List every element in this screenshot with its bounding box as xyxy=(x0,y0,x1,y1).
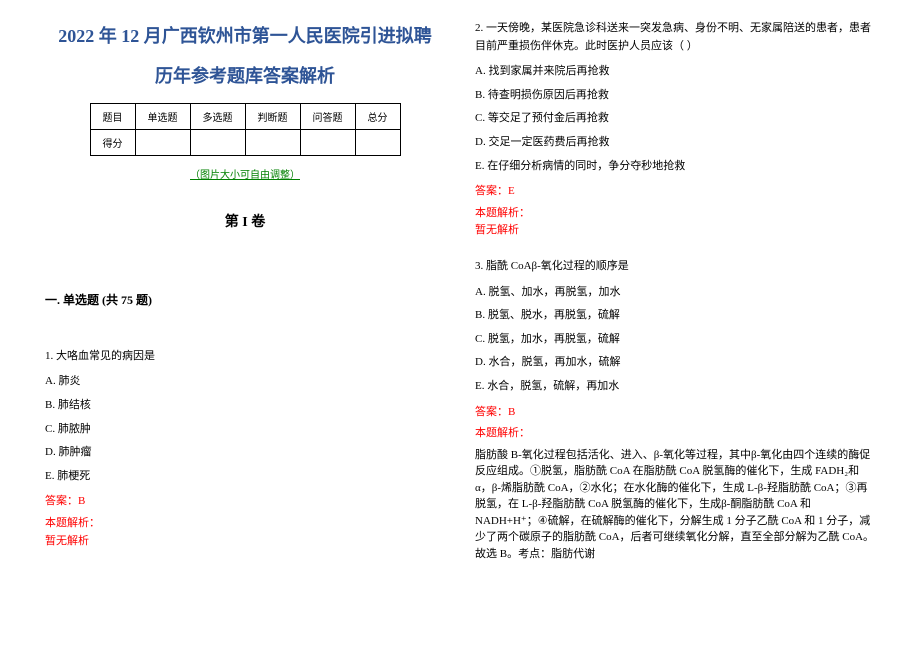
option: C. 脱氢，加水，再脱氢，硫解 xyxy=(475,331,875,349)
question-text: 1. 大咯血常见的病因是 xyxy=(45,348,445,366)
adjust-note: （图片大小可自由调整） xyxy=(45,166,445,181)
table-cell xyxy=(245,129,300,155)
option: D. 水合，脱氢，再加水，硫解 xyxy=(475,354,875,372)
option: C. 肺脓肿 xyxy=(45,421,445,439)
option: E. 在仔细分析病情的同时，争分夺秒地抢救 xyxy=(475,158,875,176)
option: A. 找到家属并来院后再抢救 xyxy=(475,63,875,81)
volume-title: 第 I 卷 xyxy=(45,211,445,231)
answer: 答案：E xyxy=(475,183,875,201)
answer: 答案：B xyxy=(475,404,875,422)
table-cell xyxy=(135,129,190,155)
option: E. 肺梗死 xyxy=(45,468,445,486)
analysis-body: 脂肪酸 B-氧化过程包括活化、进入、β-氧化等过程，其中β-氧化由四个连续的酶促… xyxy=(475,447,875,563)
analysis-text: 暂无解析 xyxy=(475,222,875,240)
table-header: 问答题 xyxy=(300,103,355,129)
option: B. 脱氢、脱水，再脱氢，硫解 xyxy=(475,307,875,325)
question-3: 3. 脂酰 CoAβ-氧化过程的顺序是 A. 脱氢、加水，再脱氢，加水 B. 脱… xyxy=(475,258,875,562)
question-text: 2. 一天傍晚，某医院急诊科送来一突发急病、身份不明、无家属陪送的患者，患者目前… xyxy=(475,20,875,55)
doc-title-line2: 历年参考题库答案解析 xyxy=(45,60,445,92)
analysis-text: 暂无解析 xyxy=(45,533,445,551)
table-score-row: 得分 xyxy=(90,129,400,155)
option: A. 肺炎 xyxy=(45,373,445,391)
option: B. 肺结核 xyxy=(45,397,445,415)
analysis-label: 本题解析： xyxy=(475,205,875,223)
score-table: 题目 单选题 多选题 判断题 问答题 总分 得分 xyxy=(90,103,401,156)
answer: 答案：B xyxy=(45,493,445,511)
table-header-row: 题目 单选题 多选题 判断题 问答题 总分 xyxy=(90,103,400,129)
table-header: 单选题 xyxy=(135,103,190,129)
table-header: 题目 xyxy=(90,103,135,129)
table-header: 总分 xyxy=(355,103,400,129)
analysis-label: 本题解析： xyxy=(45,515,445,533)
table-header: 判断题 xyxy=(245,103,300,129)
option: D. 交足一定医药费后再抢救 xyxy=(475,134,875,152)
option: E. 水合，脱氢，硫解，再加水 xyxy=(475,378,875,396)
option: A. 脱氢、加水，再脱氢，加水 xyxy=(475,284,875,302)
option: B. 待查明损伤原因后再抢救 xyxy=(475,87,875,105)
option: D. 肺肿瘤 xyxy=(45,444,445,462)
table-cell xyxy=(190,129,245,155)
table-cell xyxy=(355,129,400,155)
question-1: 1. 大咯血常见的病因是 A. 肺炎 B. 肺结核 C. 肺脓肿 D. 肺肿瘤 … xyxy=(45,348,445,550)
table-row-label: 得分 xyxy=(90,129,135,155)
analysis-label: 本题解析： xyxy=(475,425,875,443)
question-2: 2. 一天傍晚，某医院急诊科送来一突发急病、身份不明、无家属陪送的患者，患者目前… xyxy=(475,20,875,240)
option: C. 等交足了预付金后再抢救 xyxy=(475,110,875,128)
question-text: 3. 脂酰 CoAβ-氧化过程的顺序是 xyxy=(475,258,875,276)
table-cell xyxy=(300,129,355,155)
section-title: 一. 单选题 (共 75 题) xyxy=(45,291,445,308)
table-header: 多选题 xyxy=(190,103,245,129)
doc-title-line1: 2022 年 12 月广西钦州市第一人民医院引进拟聘 xyxy=(45,20,445,52)
